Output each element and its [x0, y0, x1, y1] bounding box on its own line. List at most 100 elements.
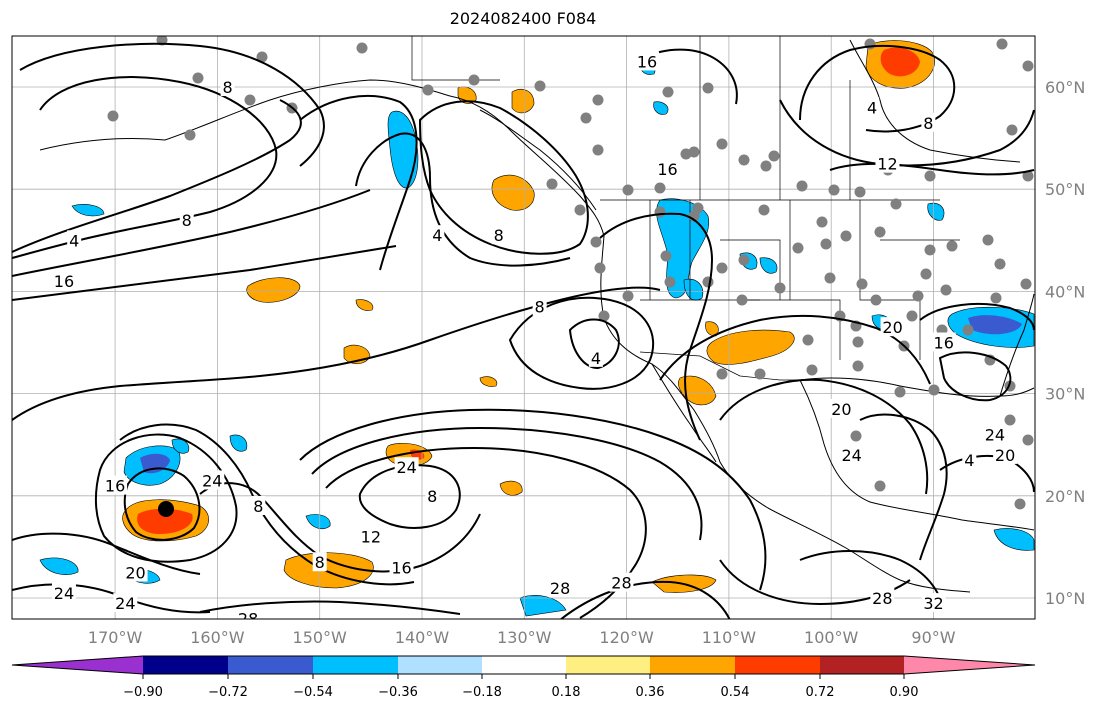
station-dots	[107, 36, 1034, 510]
storm-center-marker	[158, 501, 174, 517]
coast-west-us	[600, 235, 971, 593]
colorbar-segment	[313, 656, 398, 674]
shaded-region-blue	[653, 101, 669, 115]
station-dot	[660, 250, 672, 262]
colorbar-tick-label: 0.90	[890, 685, 919, 700]
station-dot	[802, 334, 814, 346]
contour-label-bg	[312, 552, 327, 572]
station-dot	[736, 294, 748, 306]
contour-label-bg	[921, 593, 946, 613]
contour-label: 4	[69, 231, 79, 250]
station-dot	[107, 110, 119, 122]
longitude-tick-label: 110°W	[702, 628, 757, 647]
contour-label-bg	[870, 588, 895, 607]
colorbar-segment	[482, 656, 566, 674]
station-dot	[534, 80, 546, 92]
station-dot	[1014, 498, 1026, 510]
station-dot	[816, 216, 828, 228]
contour-label: 16	[934, 334, 954, 353]
shaded-region-orange	[705, 321, 719, 337]
contour-label-bg	[430, 225, 445, 245]
map-frame	[11, 35, 1036, 620]
station-dot	[546, 178, 558, 190]
contour-label: 8	[253, 497, 263, 516]
station-dot	[912, 290, 924, 302]
station-dot	[996, 38, 1008, 50]
contour-line	[599, 212, 714, 441]
contour-line	[12, 245, 397, 301]
contour-line	[12, 189, 371, 277]
colorbar-tick-label: −0.54	[293, 685, 333, 700]
contour-label: 8	[223, 78, 233, 97]
contour-label-bg	[588, 347, 603, 367]
contour-label: 28	[611, 574, 631, 593]
contour-line	[199, 600, 461, 615]
station-dot	[738, 154, 750, 166]
contour-label-bg	[358, 526, 383, 546]
longitude-tick-label: 140°W	[395, 628, 450, 647]
station-dot	[940, 284, 952, 296]
contour-label: 20	[882, 318, 902, 337]
contour-label: 4	[591, 349, 601, 368]
contour-label: 4	[964, 451, 974, 470]
contour-label: 24	[115, 594, 135, 613]
station-dot	[994, 258, 1006, 270]
station-dot	[592, 94, 604, 106]
contour-label: 16	[391, 558, 411, 577]
contour-label: 28	[872, 589, 892, 608]
shaded-region-orange	[499, 480, 523, 496]
contour-line	[12, 99, 302, 253]
contour-label: 24	[54, 584, 74, 603]
station-dot	[1022, 434, 1034, 446]
shaded-region-blue	[171, 438, 190, 454]
contour-line	[94, 433, 238, 563]
contour-label-bg	[921, 112, 936, 132]
station-dot	[924, 244, 936, 256]
contour-line	[355, 132, 571, 267]
station-dot	[692, 202, 704, 214]
colorbar-tick-label: −0.90	[123, 685, 163, 700]
station-dot	[928, 384, 940, 396]
station-dot	[702, 82, 714, 94]
station-dot	[820, 238, 832, 250]
station-dot	[856, 278, 868, 290]
station-dot	[594, 262, 606, 274]
contour-label-bg	[236, 608, 261, 619]
contour-label-bg	[179, 209, 194, 229]
shaded-region-orange	[511, 89, 535, 114]
colorbar-tick-label: −0.36	[378, 685, 418, 700]
contour-label: 12	[361, 528, 381, 547]
border-state-4	[740, 299, 841, 360]
latitude-tick-label: 40°N	[1045, 282, 1085, 301]
colorbar-segment	[143, 656, 228, 674]
map-title: 2024082400 F084	[449, 9, 597, 28]
station-dot	[592, 144, 604, 156]
station-dot	[654, 206, 666, 218]
station-dot	[716, 368, 728, 380]
shaded-region-blue	[71, 204, 105, 217]
political-borders	[411, 36, 960, 381]
contour-label-bg	[200, 470, 225, 490]
latitude-tick-label: 30°N	[1045, 385, 1085, 404]
station-dot	[840, 230, 852, 242]
shaded-region-orange	[678, 375, 717, 406]
station-dot	[768, 150, 780, 162]
contour-label-bg	[993, 444, 1018, 464]
station-dot	[662, 86, 674, 98]
station-dot	[792, 242, 804, 254]
shaded-region-blue	[927, 202, 945, 221]
shaded-region-orange	[355, 299, 374, 311]
colorbar-extend-high	[904, 656, 1035, 674]
coast-east-us	[999, 293, 1035, 397]
contour-label-bg	[962, 450, 977, 470]
contour-label-bg	[875, 153, 900, 173]
contour-label: 16	[105, 477, 125, 496]
colorbar-segment	[566, 656, 650, 674]
contour-label-bg	[51, 582, 76, 602]
station-dot	[356, 42, 368, 54]
contour-label-bg	[103, 475, 128, 495]
station-dot	[256, 51, 268, 63]
shaded-region-red	[880, 47, 920, 77]
longitude-tick-label: 120°W	[599, 628, 654, 647]
